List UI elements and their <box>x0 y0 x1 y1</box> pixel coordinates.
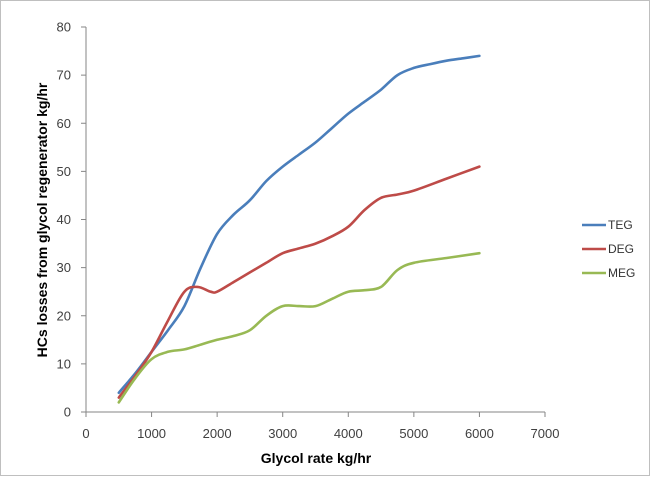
x-tick-label: 4000 <box>334 426 363 441</box>
legend-label-deg: DEG <box>608 242 634 256</box>
x-tick-label: 0 <box>82 426 89 441</box>
series-line-teg <box>117 54 481 395</box>
y-tick-label: 50 <box>57 164 71 179</box>
y-tick-label: 30 <box>57 260 71 275</box>
axes: 0 10 20 30 40 50 60 70 80 0 1000 2000 3000 4000 5000 60… <box>57 20 560 442</box>
y-tick-label: 40 <box>57 212 71 227</box>
y-tick-label: 10 <box>57 356 71 371</box>
series-line-meg <box>117 251 481 404</box>
x-tick-label: 2000 <box>203 426 232 441</box>
legend: TEG DEG MEG <box>582 218 635 280</box>
y-axis-title: HCs losses from glycol regenerator kg/hr <box>34 82 50 357</box>
x-tick-label: 7000 <box>531 426 560 441</box>
y-tick-label: 80 <box>57 20 71 35</box>
y-tick-label: 60 <box>57 116 71 131</box>
legend-label-teg: TEG <box>608 218 633 232</box>
series-layer <box>117 54 481 404</box>
x-axis-title: Glycol rate kg/hr <box>261 450 372 466</box>
y-tick-label: 70 <box>57 68 71 83</box>
y-tick-label: 20 <box>57 308 71 323</box>
x-tick-label: 6000 <box>465 426 494 441</box>
y-tick-label: 0 <box>64 405 71 420</box>
x-tick-label: 1000 <box>137 426 166 441</box>
legend-label-meg: MEG <box>608 266 635 280</box>
x-tick-label: 3000 <box>268 426 297 441</box>
series-line-deg <box>117 165 481 399</box>
x-tick-label: 5000 <box>399 426 428 441</box>
